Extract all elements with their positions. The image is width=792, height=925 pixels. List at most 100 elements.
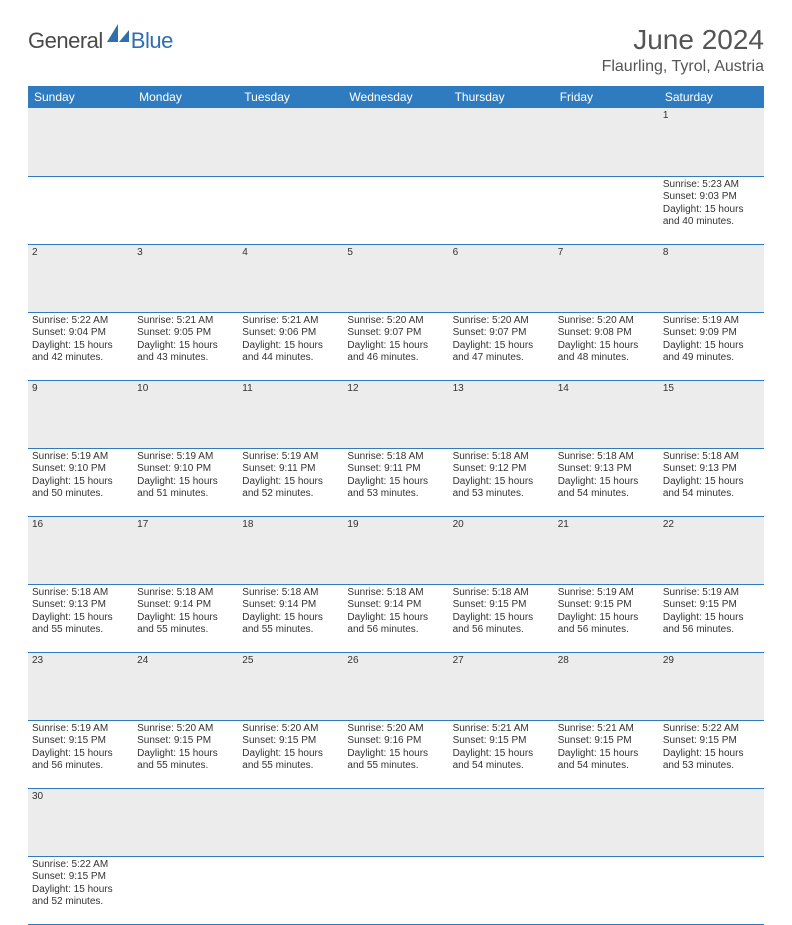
day-cell: Sunrise: 5:21 AMSunset: 9:15 PMDaylight:…	[449, 720, 554, 788]
day-cell: Sunrise: 5:18 AMSunset: 9:11 PMDaylight:…	[343, 448, 448, 516]
day-cell: Sunrise: 5:23 AMSunset: 9:03 PMDaylight:…	[659, 176, 764, 244]
day-cell	[554, 856, 659, 924]
day-number-cell	[449, 788, 554, 856]
month-title: June 2024	[602, 24, 764, 56]
sunset-line: Sunset: 9:15 PM	[663, 599, 760, 612]
day-cell: Sunrise: 5:20 AMSunset: 9:15 PMDaylight:…	[238, 720, 343, 788]
day-cell: Sunrise: 5:18 AMSunset: 9:14 PMDaylight:…	[133, 584, 238, 652]
daylight-line: Daylight: 15 hours and 56 minutes.	[347, 612, 444, 637]
sunset-line: Sunset: 9:07 PM	[347, 327, 444, 340]
day-header: Saturday	[659, 86, 764, 108]
daylight-line: Daylight: 15 hours and 44 minutes.	[242, 340, 339, 365]
calendar-header: SundayMondayTuesdayWednesdayThursdayFrid…	[28, 86, 764, 108]
day-cell: Sunrise: 5:21 AMSunset: 9:05 PMDaylight:…	[133, 312, 238, 380]
day-number-cell	[238, 788, 343, 856]
day-number-cell	[659, 788, 764, 856]
sunset-line: Sunset: 9:11 PM	[347, 463, 444, 476]
day-number-cell	[343, 108, 448, 176]
day-cell: Sunrise: 5:21 AMSunset: 9:06 PMDaylight:…	[238, 312, 343, 380]
day-cell: Sunrise: 5:22 AMSunset: 9:15 PMDaylight:…	[28, 856, 133, 924]
day-cell: Sunrise: 5:22 AMSunset: 9:04 PMDaylight:…	[28, 312, 133, 380]
sunset-line: Sunset: 9:08 PM	[558, 327, 655, 340]
day-cell: Sunrise: 5:19 AMSunset: 9:15 PMDaylight:…	[659, 584, 764, 652]
day-number-cell: 15	[659, 380, 764, 448]
day-cell: Sunrise: 5:18 AMSunset: 9:13 PMDaylight:…	[659, 448, 764, 516]
daylight-line: Daylight: 15 hours and 53 minutes.	[347, 476, 444, 501]
day-number-cell: 11	[238, 380, 343, 448]
sunrise-line: Sunrise: 5:20 AM	[347, 723, 444, 736]
sunset-line: Sunset: 9:13 PM	[558, 463, 655, 476]
day-cell	[343, 856, 448, 924]
sunset-line: Sunset: 9:14 PM	[242, 599, 339, 612]
sunrise-line: Sunrise: 5:18 AM	[558, 451, 655, 464]
sunrise-line: Sunrise: 5:22 AM	[32, 315, 129, 328]
location-subtitle: Flaurling, Tyrol, Austria	[602, 58, 764, 76]
day-cell	[133, 176, 238, 244]
daylight-line: Daylight: 15 hours and 55 minutes.	[32, 612, 129, 637]
daylight-line: Daylight: 15 hours and 52 minutes.	[32, 884, 129, 909]
day-number-cell: 13	[449, 380, 554, 448]
day-cell: Sunrise: 5:18 AMSunset: 9:15 PMDaylight:…	[449, 584, 554, 652]
day-number-cell	[554, 788, 659, 856]
sunrise-line: Sunrise: 5:19 AM	[663, 315, 760, 328]
sunset-line: Sunset: 9:15 PM	[32, 735, 129, 748]
day-cell: Sunrise: 5:18 AMSunset: 9:14 PMDaylight:…	[343, 584, 448, 652]
sunset-line: Sunset: 9:07 PM	[453, 327, 550, 340]
day-number-cell: 8	[659, 244, 764, 312]
day-cell	[238, 176, 343, 244]
day-cell: Sunrise: 5:18 AMSunset: 9:14 PMDaylight:…	[238, 584, 343, 652]
day-number-cell	[238, 108, 343, 176]
daylight-line: Daylight: 15 hours and 56 minutes.	[453, 612, 550, 637]
sunset-line: Sunset: 9:05 PM	[137, 327, 234, 340]
sunset-line: Sunset: 9:16 PM	[347, 735, 444, 748]
sunset-line: Sunset: 9:15 PM	[453, 735, 550, 748]
day-cell: Sunrise: 5:20 AMSunset: 9:16 PMDaylight:…	[343, 720, 448, 788]
day-cell: Sunrise: 5:18 AMSunset: 9:13 PMDaylight:…	[554, 448, 659, 516]
sunrise-line: Sunrise: 5:21 AM	[137, 315, 234, 328]
daylight-line: Daylight: 15 hours and 56 minutes.	[663, 612, 760, 637]
sunrise-line: Sunrise: 5:22 AM	[663, 723, 760, 736]
sunset-line: Sunset: 9:15 PM	[663, 735, 760, 748]
day-cell: Sunrise: 5:18 AMSunset: 9:13 PMDaylight:…	[28, 584, 133, 652]
day-number-cell	[554, 108, 659, 176]
day-number-cell: 5	[343, 244, 448, 312]
day-cell: Sunrise: 5:21 AMSunset: 9:15 PMDaylight:…	[554, 720, 659, 788]
day-number-cell: 29	[659, 652, 764, 720]
daylight-line: Daylight: 15 hours and 50 minutes.	[32, 476, 129, 501]
day-cell	[554, 176, 659, 244]
sunrise-line: Sunrise: 5:18 AM	[453, 451, 550, 464]
day-number-cell: 19	[343, 516, 448, 584]
daylight-line: Daylight: 15 hours and 51 minutes.	[137, 476, 234, 501]
day-number-cell: 28	[554, 652, 659, 720]
day-cell: Sunrise: 5:19 AMSunset: 9:15 PMDaylight:…	[28, 720, 133, 788]
sunset-line: Sunset: 9:11 PM	[242, 463, 339, 476]
sunrise-line: Sunrise: 5:21 AM	[558, 723, 655, 736]
sunrise-line: Sunrise: 5:18 AM	[242, 587, 339, 600]
sunset-line: Sunset: 9:03 PM	[663, 191, 760, 204]
sunrise-line: Sunrise: 5:19 AM	[32, 451, 129, 464]
sunset-line: Sunset: 9:09 PM	[663, 327, 760, 340]
day-number-cell: 16	[28, 516, 133, 584]
sunset-line: Sunset: 9:12 PM	[453, 463, 550, 476]
day-number-cell: 10	[133, 380, 238, 448]
day-number-cell	[449, 108, 554, 176]
daylight-line: Daylight: 15 hours and 43 minutes.	[137, 340, 234, 365]
day-cell	[449, 856, 554, 924]
day-number-cell: 7	[554, 244, 659, 312]
day-cell	[238, 856, 343, 924]
day-number-cell: 9	[28, 380, 133, 448]
day-cell	[449, 176, 554, 244]
calendar-table: SundayMondayTuesdayWednesdayThursdayFrid…	[28, 86, 764, 925]
brand-logo: General Blue	[28, 24, 173, 57]
sunset-line: Sunset: 9:14 PM	[347, 599, 444, 612]
daylight-line: Daylight: 15 hours and 47 minutes.	[453, 340, 550, 365]
day-header: Tuesday	[238, 86, 343, 108]
day-cell: Sunrise: 5:20 AMSunset: 9:07 PMDaylight:…	[343, 312, 448, 380]
day-number-cell: 25	[238, 652, 343, 720]
sunrise-line: Sunrise: 5:21 AM	[242, 315, 339, 328]
sunrise-line: Sunrise: 5:20 AM	[347, 315, 444, 328]
day-header: Friday	[554, 86, 659, 108]
day-number-cell: 21	[554, 516, 659, 584]
sunrise-line: Sunrise: 5:19 AM	[32, 723, 129, 736]
day-number-cell: 20	[449, 516, 554, 584]
